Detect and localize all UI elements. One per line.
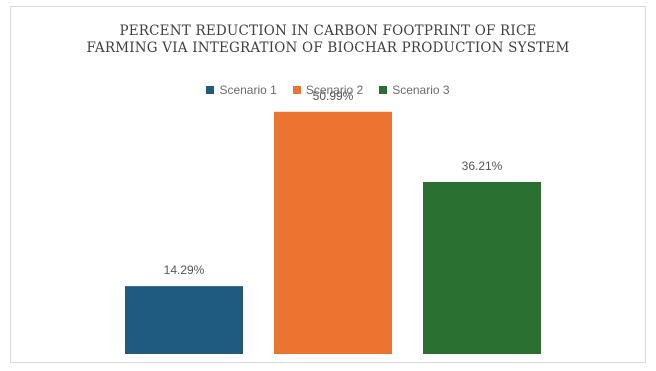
legend-item-scenario-2: Scenario 2 <box>292 83 364 97</box>
legend-label-scenario-3: Scenario 3 <box>392 83 450 97</box>
legend-label-scenario-1: Scenario 1 <box>219 83 277 97</box>
bar-scenario-1 <box>125 286 243 354</box>
chart-title-line-2: FARMING VIA INTEGRATION OF BIOCHAR PRODU… <box>86 40 570 56</box>
data-label-scenario-1: 14.29% <box>164 263 205 277</box>
legend-item-scenario-1: Scenario 1 <box>206 83 277 97</box>
legend-label-scenario-2: Scenario 2 <box>305 83 364 97</box>
data-label-scenario-3: 36.21% <box>462 159 503 173</box>
legend-swatch-scenario-2 <box>292 86 301 94</box>
legend-swatch-scenario-1 <box>206 86 215 94</box>
chart-legend: Scenario 1 Scenario 2 Scenario 3 <box>11 83 645 97</box>
bar-scenario-3 <box>423 182 541 354</box>
data-label-scenario-2: 50.99% <box>313 89 354 103</box>
chart-title-line-1: PERCENT REDUCTION IN CARBON FOOTPRINT OF… <box>119 23 537 39</box>
legend-item-scenario-3: Scenario 3 <box>379 83 450 97</box>
bar-scenario-2 <box>274 111 392 354</box>
chart-plot-area: 14.29% 50.99% 36.21% <box>125 89 541 354</box>
legend-swatch-scenario-3 <box>379 86 388 94</box>
chart-frame: PERCENT REDUCTION IN CARBON FOOTPRINT OF… <box>10 6 646 363</box>
